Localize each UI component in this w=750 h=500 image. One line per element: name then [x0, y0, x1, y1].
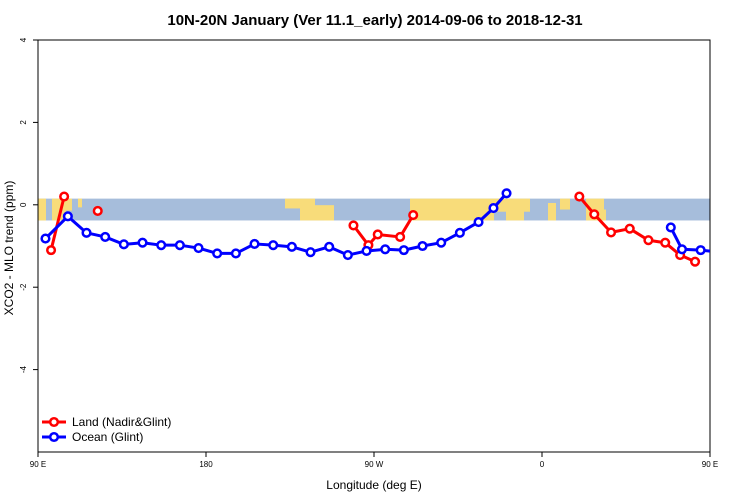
data-point	[348, 220, 359, 231]
data-point	[589, 209, 600, 220]
data-point	[372, 229, 383, 240]
data-point	[380, 244, 391, 255]
y-tick-label: 0	[19, 202, 28, 207]
x-tick-label: 90 W	[365, 460, 384, 469]
data-point	[665, 222, 676, 233]
data-point	[81, 227, 92, 238]
data-point	[118, 239, 129, 250]
land-patch	[596, 209, 606, 221]
series-ocean	[40, 188, 742, 261]
data-point	[324, 241, 335, 252]
data-point	[40, 233, 51, 244]
y-tick-label: -4	[19, 365, 28, 373]
legend-label: Land (Nadir&Glint)	[72, 415, 171, 429]
data-point	[92, 205, 103, 217]
data-point	[606, 227, 617, 238]
legend-marker	[48, 431, 60, 443]
data-point	[488, 203, 499, 214]
data-point	[137, 237, 148, 248]
data-point	[716, 248, 724, 256]
x-tick-label: 0	[540, 460, 545, 469]
x-tick-label: 90 E	[702, 460, 718, 469]
data-point	[624, 223, 635, 234]
data-point	[46, 245, 57, 256]
legend-label: Ocean (Glint)	[72, 430, 143, 444]
data-point	[249, 238, 260, 249]
x-tick-label: 90 E	[30, 460, 46, 469]
land-patch	[506, 209, 524, 221]
data-point	[59, 191, 70, 202]
series-line	[49, 196, 66, 251]
data-point	[408, 210, 419, 221]
data-point	[62, 211, 73, 222]
y-tick-label: -2	[19, 283, 28, 291]
data-point	[643, 235, 654, 246]
data-point	[268, 240, 279, 251]
data-point	[342, 250, 353, 261]
y-tick-label: 2	[19, 120, 28, 125]
data-point	[174, 240, 185, 251]
data-point	[100, 231, 111, 242]
data-point	[230, 248, 241, 259]
data-point	[395, 231, 406, 242]
data-point	[193, 243, 204, 254]
land-patch	[285, 198, 315, 209]
legend-marker	[48, 416, 60, 428]
data-point	[574, 191, 585, 202]
data-point	[436, 237, 447, 248]
x-axis-label: Longitude (deg E)	[326, 478, 421, 492]
data-point	[676, 244, 688, 255]
data-point	[286, 241, 297, 252]
y-axis-label: XCO2 - MLO trend (ppm)	[2, 181, 16, 316]
chart-title: 10N-20N January (Ver 11.1_early) 2014-09…	[167, 12, 582, 29]
land-patch	[324, 210, 334, 221]
series-line	[744, 197, 750, 284]
data-point	[156, 240, 167, 251]
data-point	[473, 217, 484, 228]
x-axis: 90 E 180 90 W 0 90 E	[30, 452, 718, 469]
data-point	[690, 256, 701, 267]
series-line	[669, 226, 710, 253]
data-point	[212, 248, 223, 259]
land-patch	[560, 198, 570, 210]
data-point	[734, 250, 742, 258]
data-point	[361, 245, 372, 256]
data-point	[398, 245, 409, 256]
data-point	[454, 227, 465, 238]
data-point	[740, 276, 748, 284]
land-patch	[38, 198, 46, 221]
ocean-band	[38, 198, 710, 221]
land-patch	[494, 198, 530, 212]
x-tick-label: 180	[199, 460, 213, 469]
data-point	[501, 188, 512, 199]
land-patch	[548, 202, 556, 221]
land-patch	[78, 198, 82, 208]
land-patch	[410, 198, 494, 221]
legend: Land (Nadir&Glint)Ocean (Glint)	[42, 415, 171, 444]
series-layer	[40, 188, 750, 284]
data-point	[305, 247, 316, 258]
y-axis: 4 2 0 -2 -4	[19, 37, 38, 373]
data-point	[417, 240, 428, 252]
y-tick-label: 4	[19, 37, 28, 42]
land-patch	[62, 198, 72, 211]
data-point	[660, 237, 671, 248]
data-point	[695, 245, 706, 256]
